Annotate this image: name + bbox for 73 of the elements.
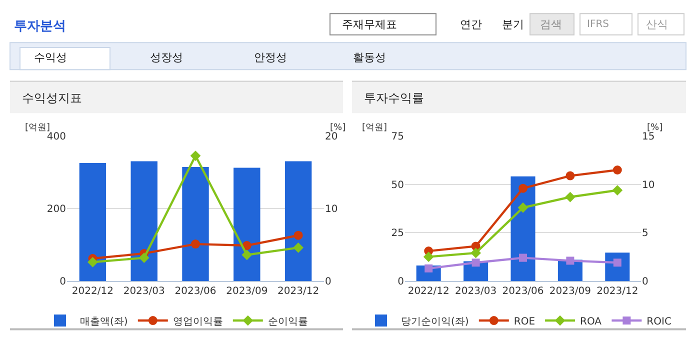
- x-tick-label: 2023/06: [174, 286, 216, 297]
- y2-tick-label: 20: [325, 132, 338, 143]
- bar: [182, 166, 209, 281]
- legend-label: 당기순이익(좌): [401, 316, 469, 328]
- text: 검색: [540, 18, 562, 31]
- point: [566, 171, 575, 180]
- point: [423, 252, 434, 262]
- text: 투자분석: [14, 19, 66, 34]
- point: [424, 264, 433, 272]
- text: 수익성: [34, 51, 67, 64]
- text: 성장성: [150, 51, 183, 64]
- y-axis-title: [억원]: [25, 123, 50, 133]
- point: [566, 256, 574, 265]
- bar: [234, 168, 260, 281]
- point: [565, 192, 576, 202]
- point: [612, 166, 622, 174]
- point: [293, 242, 304, 253]
- y2-tick-label: 0: [642, 276, 648, 288]
- point: [612, 185, 623, 196]
- y-tick-label: 25: [391, 228, 404, 240]
- text: 주재무제표: [342, 18, 397, 31]
- chart-title: 수익성지표: [22, 91, 82, 105]
- legend-label: 순이익률: [268, 316, 308, 328]
- bar: [130, 161, 158, 281]
- text: 분기: [502, 18, 524, 31]
- x-tick-label: 2023/12: [596, 286, 638, 297]
- y2-axis-title: [%]: [330, 123, 346, 133]
- point: [519, 254, 527, 262]
- legend-label: 매출액(좌): [80, 316, 128, 328]
- point: [191, 240, 200, 249]
- y-tick-label: 75: [391, 132, 404, 143]
- legend-label: ROIC: [646, 316, 672, 328]
- point: [518, 184, 528, 193]
- chart-title: 투자수익률: [364, 91, 424, 105]
- x-tick-label: 2022/12: [408, 286, 450, 297]
- y-tick-label: 50: [391, 180, 404, 191]
- x-tick-label: 2023/12: [278, 286, 320, 297]
- legend-label: 영업이익률: [172, 316, 223, 328]
- point: [294, 230, 303, 240]
- y-tick-label: 0: [398, 276, 404, 288]
- bar: [284, 161, 312, 281]
- x-tick-label: 2022/12: [72, 286, 114, 297]
- y2-axis-title: [%]: [647, 123, 663, 133]
- y2-tick-label: 5: [642, 228, 648, 240]
- y2-tick-label: 10: [642, 180, 655, 191]
- y2-tick-label: 0: [325, 276, 332, 288]
- point: [88, 256, 98, 268]
- point: [138, 252, 150, 264]
- point: [242, 250, 252, 260]
- point: [518, 202, 528, 213]
- x-tick-label: 2023/06: [502, 286, 544, 297]
- y-tick-label: 0: [60, 276, 66, 288]
- text: 연간: [460, 18, 482, 31]
- point: [470, 248, 481, 258]
- legend-label: ROE: [514, 316, 536, 328]
- legend-label: ROA: [580, 316, 602, 328]
- point: [190, 150, 201, 161]
- y-axis-title: [억원]: [362, 123, 388, 133]
- text: 활동성: [353, 51, 386, 64]
- x-tick-label: 2023/09: [549, 286, 591, 297]
- text: IFRS: [587, 19, 609, 30]
- y-tick-label: 400: [46, 132, 66, 143]
- x-tick-label: 2023/09: [226, 286, 268, 297]
- x-tick-label: 2023/03: [455, 286, 497, 297]
- x-tick-label: 2023/03: [123, 286, 165, 297]
- point: [472, 258, 480, 267]
- point: [242, 241, 252, 250]
- y2-tick-label: 10: [325, 204, 338, 216]
- y2-tick-label: 15: [642, 132, 655, 143]
- text: 안정성: [254, 51, 287, 64]
- y-tick-label: 200: [46, 204, 66, 216]
- text: 산식: [646, 18, 668, 31]
- bar: [79, 163, 106, 281]
